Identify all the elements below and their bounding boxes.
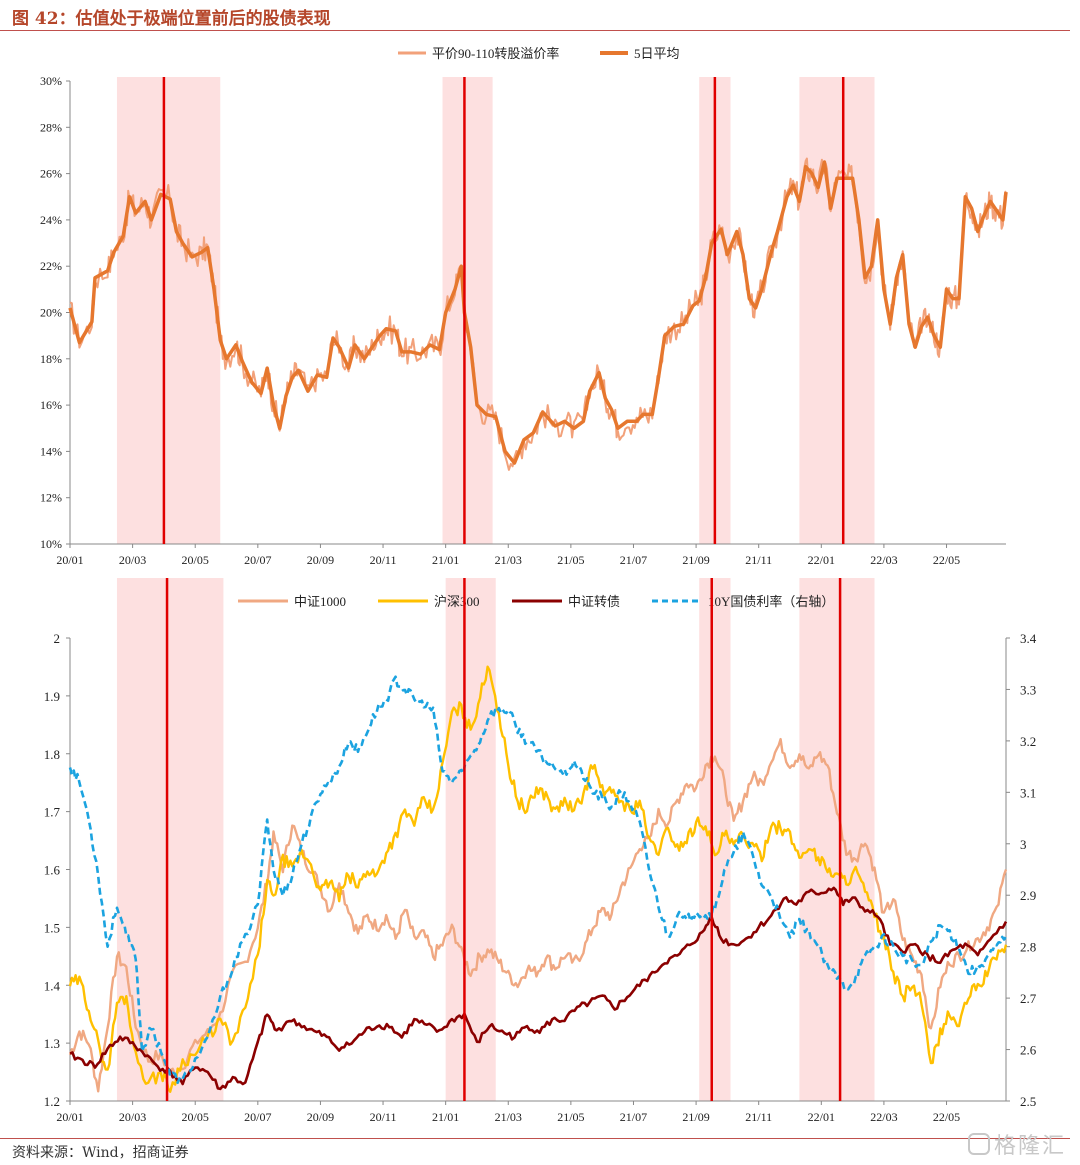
x-tick-label: 20/01	[56, 1110, 83, 1124]
legend-label-csi1000: 中证1000	[294, 594, 346, 609]
x-tick-label: 20/11	[370, 1110, 397, 1124]
x-tick-label: 21/07	[620, 1110, 647, 1124]
y-right-tick-label: 2.5	[1020, 1094, 1036, 1109]
x-tick-label: 21/03	[495, 1110, 522, 1124]
y-right-tick-label: 3	[1020, 837, 1027, 852]
legend-label-cb-index: 中证转债	[568, 594, 620, 609]
y-tick-label: 24%	[40, 213, 62, 227]
y-tick-label: 28%	[40, 120, 62, 134]
series-cb-index-line	[69, 886, 1008, 1091]
y-tick-label: 10%	[40, 537, 62, 551]
y-tick-label: 26%	[40, 167, 62, 181]
y-right-tick-label: 3.2	[1020, 734, 1036, 749]
y-right-tick-label: 3.4	[1020, 631, 1037, 646]
x-tick-label: 21/05	[557, 1110, 584, 1124]
legend-label-premium: 平价90-110转股溢价率	[432, 46, 559, 61]
watermark: 格隆汇	[967, 1128, 1066, 1160]
y-right-tick-label: 2.8	[1020, 940, 1036, 955]
y-tick-label: 1.8	[44, 747, 60, 762]
x-tick-label: 20/03	[119, 553, 146, 567]
y-tick-label: 22%	[40, 259, 62, 273]
y-tick-label: 1.6	[44, 863, 61, 878]
x-tick-label: 20/01	[56, 553, 83, 567]
y-tick-label: 18%	[40, 352, 62, 366]
x-tick-label: 21/11	[745, 553, 772, 567]
top-legend: 平价90-110转股溢价率 5日平均	[398, 46, 680, 61]
y-right-tick-label: 3.3	[1020, 682, 1036, 697]
x-tick-label: 20/11	[370, 553, 397, 567]
source-note: 资料来源：Wind，招商证券	[12, 1145, 189, 1161]
shaded-period-3	[699, 578, 731, 1101]
y-tick-label: 2	[54, 631, 61, 646]
x-tick-label: 21/07	[620, 553, 647, 567]
shaded-period-2	[442, 77, 493, 544]
x-tick-label: 20/09	[307, 553, 334, 567]
x-tick-label: 22/03	[870, 553, 897, 567]
shaded-period-1	[116, 578, 224, 1101]
legend-label-hs300: 沪深300	[434, 594, 480, 609]
series-cgb10y-line	[68, 675, 1008, 1085]
x-tick-label: 20/09	[307, 1110, 334, 1124]
figure-title: 图 42：估值处于极端位置前后的股债表现	[12, 9, 331, 29]
series-csi1000-line	[68, 737, 1008, 1093]
y-tick-label: 1.9	[44, 689, 60, 704]
y-right-tick-label: 3.1	[1020, 785, 1036, 800]
y-tick-label: 12%	[40, 491, 62, 505]
bottom-legend: 中证1000 沪深300 中证转债 10Y国债利率（右轴）	[238, 594, 834, 609]
watermark-logo-icon	[967, 1133, 990, 1155]
y-tick-label: 1.7	[44, 805, 61, 820]
y-tick-label: 14%	[40, 444, 62, 458]
x-tick-label: 20/07	[244, 553, 271, 567]
y-tick-label: 30%	[40, 74, 62, 88]
top-chart: 平价90-110转股溢价率 5日平均 10% 12% 14% 16% 18% 20% 22% 24…	[40, 46, 1008, 567]
x-tick-label: 21/03	[495, 553, 522, 567]
x-tick-label: 21/11	[745, 1110, 772, 1124]
y-tick-label: 20%	[40, 306, 62, 320]
x-tick-label: 20/05	[182, 1110, 209, 1124]
shaded-period-4	[799, 77, 875, 544]
y-tick-label: 1.2	[44, 1094, 60, 1109]
x-tick-label: 22/05	[933, 1110, 960, 1124]
y-right-tick-label: 2.6	[1020, 1043, 1037, 1058]
x-tick-label: 22/01	[808, 553, 835, 567]
x-tick-label: 21/09	[682, 1110, 709, 1124]
charts-svg: 平价90-110转股溢价率 5日平均 10% 12% 14% 16% 18% 20% 22% 24…	[40, 46, 1037, 1124]
source-rule	[0, 1138, 1070, 1139]
series-5d-avg-line	[68, 160, 1008, 465]
shaded-period-1	[116, 77, 221, 544]
x-tick-label: 21/01	[432, 553, 459, 567]
watermark-text: 格隆汇	[993, 1134, 1066, 1159]
x-tick-label: 21/09	[682, 553, 709, 567]
title-rule	[0, 30, 1070, 31]
y-tick-label: 1.4	[44, 978, 61, 993]
bottom-chart: 中证1000 沪深300 中证转债 10Y国债利率（右轴） 1.2 1.3 1.4 1.5 1.…	[44, 578, 1037, 1124]
x-tick-label: 20/07	[244, 1110, 271, 1124]
x-tick-label: 20/03	[119, 1110, 146, 1124]
y-right-tick-label: 2.7	[1020, 991, 1037, 1006]
x-tick-label: 22/03	[870, 1110, 897, 1124]
y-tick-label: 1.3	[44, 1036, 60, 1051]
legend-label-cgb10y: 10Y国债利率（右轴）	[708, 594, 834, 609]
x-tick-label: 20/05	[182, 553, 209, 567]
x-tick-label: 21/01	[432, 1110, 459, 1124]
x-tick-label: 22/05	[933, 553, 960, 567]
x-tick-label: 22/01	[808, 1110, 835, 1124]
y-tick-label: 1.5	[44, 920, 60, 935]
series-hs300-line	[68, 665, 1008, 1093]
y-right-tick-label: 2.9	[1020, 888, 1036, 903]
shaded-period-4	[799, 578, 875, 1101]
y-tick-label: 16%	[40, 398, 62, 412]
x-tick-label: 21/05	[557, 553, 584, 567]
legend-label-5d-avg: 5日平均	[634, 46, 680, 61]
shaded-period-2	[445, 578, 496, 1101]
